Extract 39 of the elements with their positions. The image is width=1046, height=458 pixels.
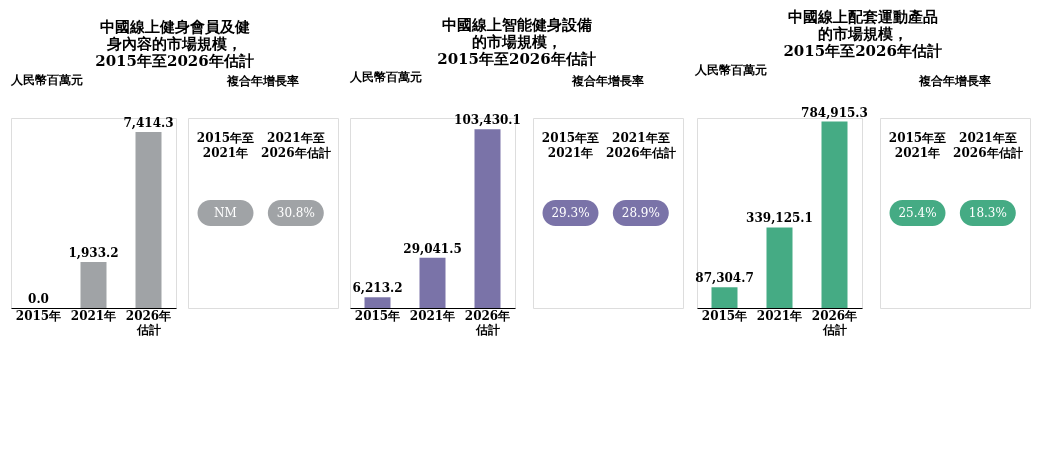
chart-title: 中國線上智能健身設備的市場規模，2015年至2026年估計 — [437, 15, 596, 68]
text: 複合年增長率 — [226, 74, 299, 88]
x-tick-label: 2015年 — [15, 308, 62, 323]
y-axis-title: 人民幣百萬元 — [694, 62, 768, 77]
x-tick-label: 2015年 — [354, 308, 401, 323]
data-label: 1,933.2 — [68, 246, 119, 261]
text: 2015年至 2021年 — [888, 131, 947, 160]
data-label: 784,915.3 — [801, 105, 868, 120]
text: 25.4% — [898, 206, 937, 220]
text: 30.8% — [276, 206, 315, 220]
text: 29.3% — [551, 206, 590, 220]
text: 18.3% — [968, 206, 1007, 220]
data-label: 87,304.7 — [695, 271, 754, 286]
text: 2021年至 2026年估計 — [261, 131, 331, 160]
text: 28.9% — [621, 206, 660, 220]
text: 2015年至 2021年 — [541, 131, 600, 160]
chart-title: 中國線上配套運動產品的市場規模，2015年至2026年估計 — [783, 8, 942, 61]
chart-title: 中國線上健身會員及健身內容的市場規模，2015年至2026年估計 — [95, 18, 254, 71]
x-tick-label: 2021年 — [756, 308, 803, 323]
x-tick-label: 2021年 — [70, 308, 117, 323]
y-axis-title: 人民幣百萬元 — [10, 72, 83, 87]
data-label: 339,125.1 — [746, 211, 813, 226]
text: 複合年增長率 — [918, 74, 991, 88]
x-tick-label: 2026年估計 — [125, 308, 172, 337]
data-label: 103,430.1 — [454, 113, 521, 128]
data-label: 0.0 — [28, 292, 49, 306]
data-label: 29,041.5 — [403, 241, 462, 256]
x-tick-label: 2015年 — [701, 308, 748, 323]
text: NM — [214, 206, 237, 220]
y-axis-title: 人民幣百萬元 — [349, 70, 422, 85]
data-label: 6,213.2 — [352, 281, 403, 296]
text: 複合年增長率 — [571, 74, 644, 88]
data-label: 7,414.3 — [123, 115, 174, 130]
text: 2021年至 2026年估計 — [953, 131, 1023, 160]
text: 2021年至 2026年估計 — [606, 131, 676, 160]
x-tick-label: 2021年 — [409, 308, 456, 323]
x-tick-label: 2026年估計 — [811, 308, 858, 337]
text: 2015年至 2021年 — [196, 131, 255, 160]
x-tick-label: 2026年估計 — [464, 308, 511, 337]
